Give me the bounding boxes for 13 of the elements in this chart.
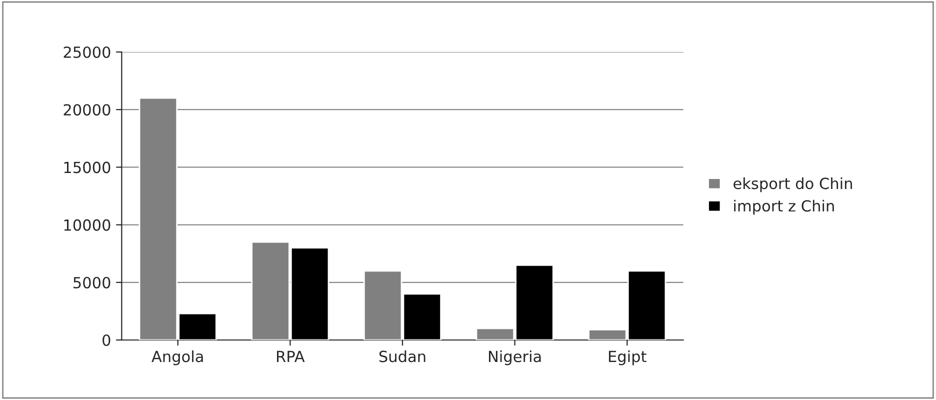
y-tick-label: 15000	[64, 162, 110, 174]
x-tick-label: Angola	[152, 350, 203, 366]
x-tick-label: RPA	[277, 350, 305, 362]
y-tick-label: 0	[102, 334, 110, 346]
legend-label: import z Chin	[734, 200, 834, 215]
x-tick-label: Nigeria	[488, 350, 541, 366]
y-tick-label: 25000	[64, 46, 110, 58]
x-tick-label: Sudan	[379, 350, 426, 362]
x-tick-label: Egipt	[608, 350, 646, 366]
y-tick-label: 5000	[74, 276, 110, 288]
legend-label: eksport do Chin	[734, 177, 852, 192]
y-tick-label: 20000	[64, 104, 110, 116]
y-tick-label: 10000	[64, 219, 110, 231]
